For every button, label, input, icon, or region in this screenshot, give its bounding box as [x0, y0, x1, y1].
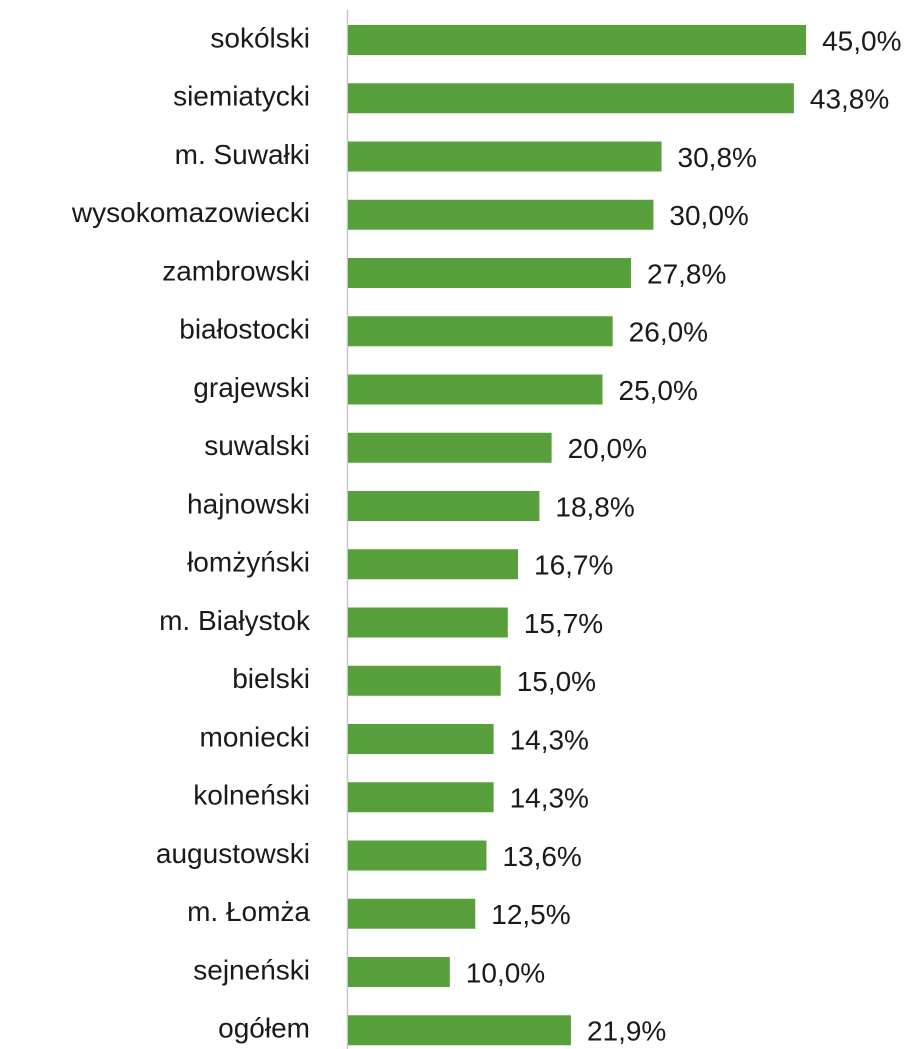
data-label: 13,6%: [502, 841, 581, 872]
data-label: 43,8%: [810, 84, 889, 115]
data-label: 20,0%: [568, 433, 647, 464]
bar: [348, 432, 552, 463]
bar: [348, 258, 632, 288]
data-label: 15,7%: [524, 608, 603, 639]
data-label: 26,0%: [629, 317, 708, 348]
bar: [348, 957, 450, 987]
data-label: 16,7%: [534, 550, 613, 581]
bar: [348, 607, 508, 638]
y-tick-label: moniecki: [200, 721, 310, 752]
y-tick-label: kolneński: [193, 780, 310, 811]
data-label: 30,8%: [678, 142, 757, 173]
bar: [348, 374, 603, 405]
bar: [348, 83, 794, 114]
y-tick-label: sejneński: [193, 954, 310, 985]
bar: [348, 724, 494, 754]
data-label: 45,0%: [822, 25, 901, 56]
y-tick-label: siemiatycki: [173, 81, 310, 112]
bar: [348, 1015, 571, 1046]
y-tick-label: m. Suwałki: [175, 139, 310, 170]
data-label: 14,3%: [510, 724, 589, 755]
bar: [348, 316, 613, 347]
y-tick-label: zambrowski: [162, 255, 310, 286]
data-label: 21,9%: [587, 1016, 666, 1047]
y-tick-label: m. Białystok: [159, 605, 311, 636]
bar: [348, 199, 654, 230]
y-tick-label: ogółem: [218, 1013, 310, 1044]
bar: [348, 782, 494, 813]
data-label: 14,3%: [510, 783, 589, 814]
data-label: 25,0%: [619, 375, 698, 406]
data-label: 30,0%: [669, 200, 748, 231]
y-tick-label: białostocki: [179, 314, 310, 345]
bar: [348, 25, 807, 55]
bar: [348, 665, 501, 696]
data-label: 27,8%: [647, 258, 726, 289]
data-label: 12,5%: [491, 899, 570, 930]
y-tick-label: m. Łomża: [187, 896, 310, 927]
data-label: 10,0%: [466, 957, 545, 988]
bar: [348, 898, 476, 929]
y-tick-label: łomżyński: [187, 547, 310, 578]
bar: [348, 549, 519, 580]
y-tick-label: augustowski: [156, 838, 310, 869]
y-tick-label: hajnowski: [187, 488, 310, 519]
y-tick-label: sokólski: [210, 22, 310, 53]
data-label: 18,8%: [555, 491, 634, 522]
bar: [348, 840, 487, 871]
y-tick-label: suwalski: [204, 430, 310, 461]
bar: [348, 141, 662, 172]
y-tick-label: grajewski: [193, 372, 310, 403]
data-label: 15,0%: [517, 666, 596, 697]
y-tick-label: bielski: [232, 663, 310, 694]
y-tick-label: wysokomazowiecki: [71, 197, 310, 228]
bar: [348, 491, 540, 521]
